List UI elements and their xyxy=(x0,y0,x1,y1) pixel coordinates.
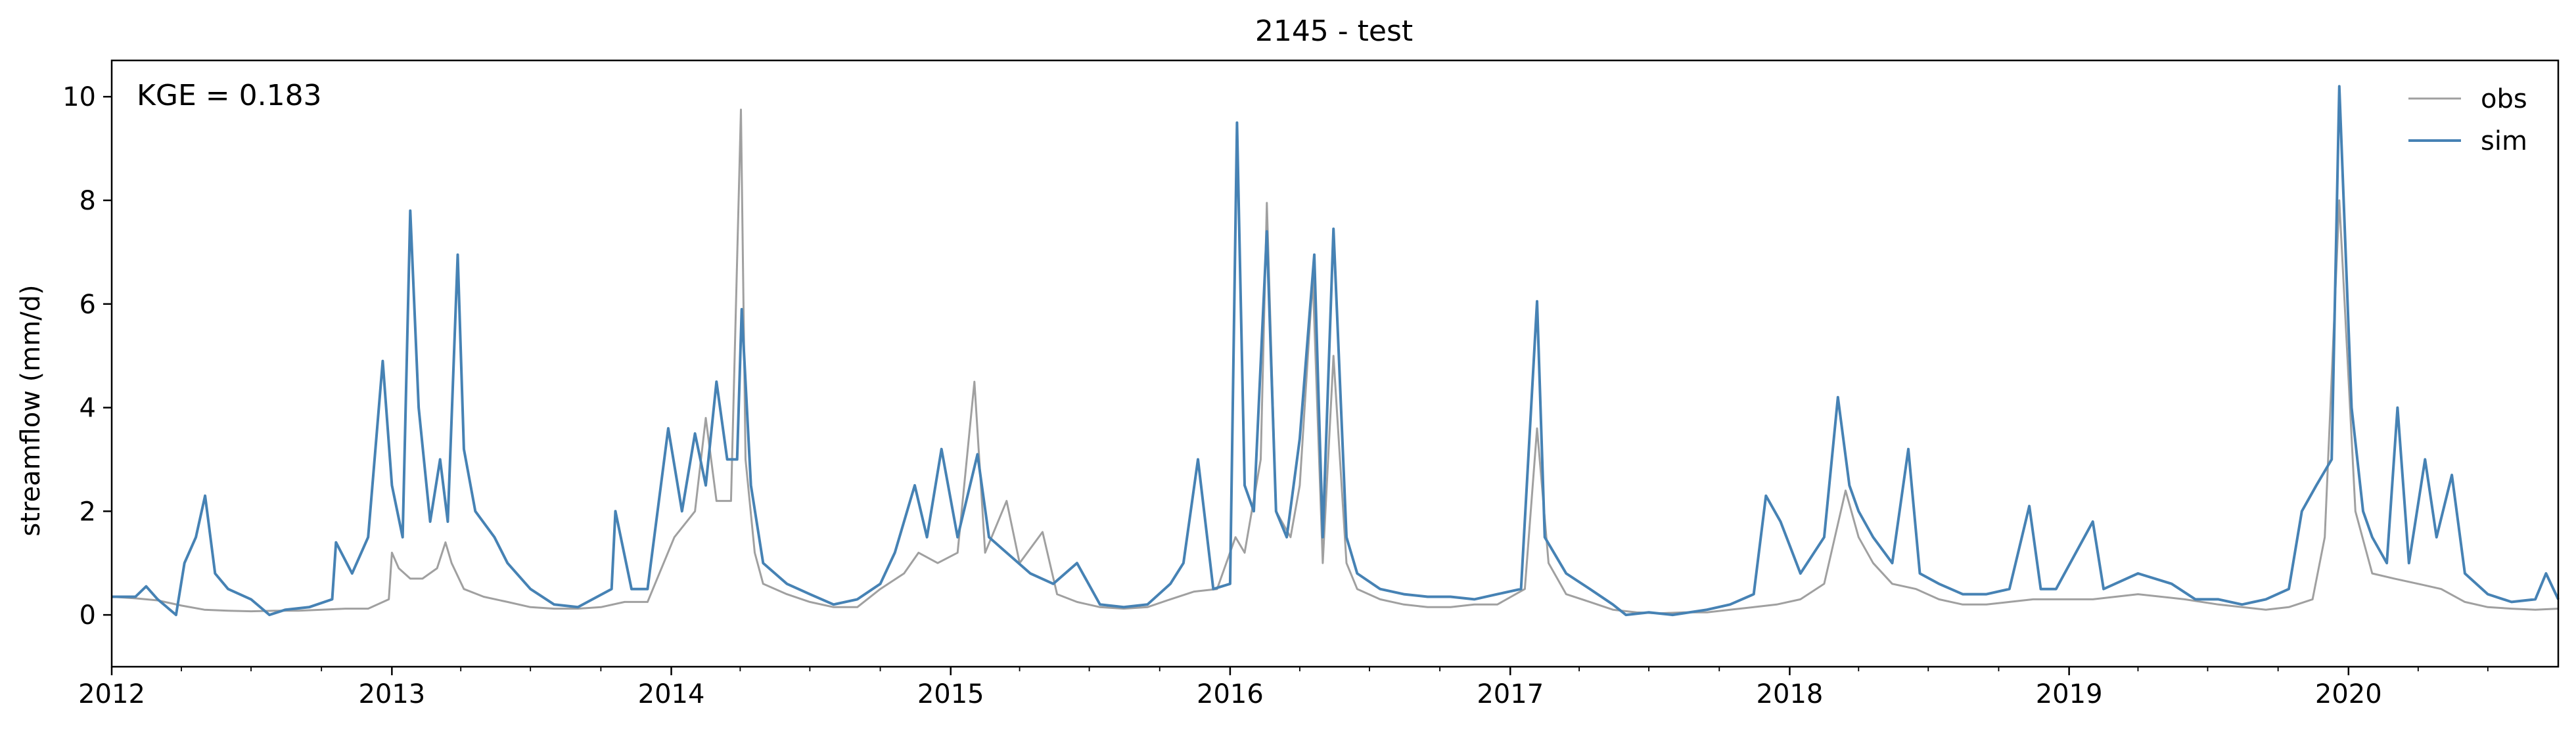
y-tick-label: 10 xyxy=(62,82,96,112)
x-tick-label: 2016 xyxy=(1197,679,1264,709)
legend-label-sim: sim xyxy=(2481,126,2527,156)
series-line-sim xyxy=(112,85,2560,617)
x-tick-label: 2018 xyxy=(1757,679,1824,709)
legend-label-obs: obs xyxy=(2481,84,2527,114)
x-tick-label: 2017 xyxy=(1477,679,1544,709)
y-axis-label: streamflow (mm/d) xyxy=(16,284,46,536)
series-layer xyxy=(111,85,2560,617)
kge-annotation: KGE = 0.183 xyxy=(137,79,322,112)
x-tick-label: 2015 xyxy=(917,679,984,709)
series-line-obs xyxy=(111,108,2559,615)
x-tick-label: 2020 xyxy=(2315,679,2382,709)
y-tick-label: 2 xyxy=(80,497,96,527)
legend: obs sim xyxy=(2408,84,2527,156)
y-tick-label: 0 xyxy=(80,600,96,631)
y-tick-label: 8 xyxy=(80,186,96,216)
x-tick-label: 2012 xyxy=(78,679,145,709)
axis-layer: 2012 2013 2014 2015 2016 2017 2018 2019 2020 0 2 4 6… xyxy=(62,82,2489,709)
x-tick-label: 2014 xyxy=(638,679,705,709)
chart-title: 2145 - test xyxy=(1255,14,1413,48)
y-tick-label: 4 xyxy=(80,393,96,424)
plot-frame xyxy=(110,59,2560,668)
x-tick-label: 2013 xyxy=(358,679,425,709)
y-tick-label: 6 xyxy=(80,290,96,320)
x-tick-label: 2019 xyxy=(2036,679,2103,709)
